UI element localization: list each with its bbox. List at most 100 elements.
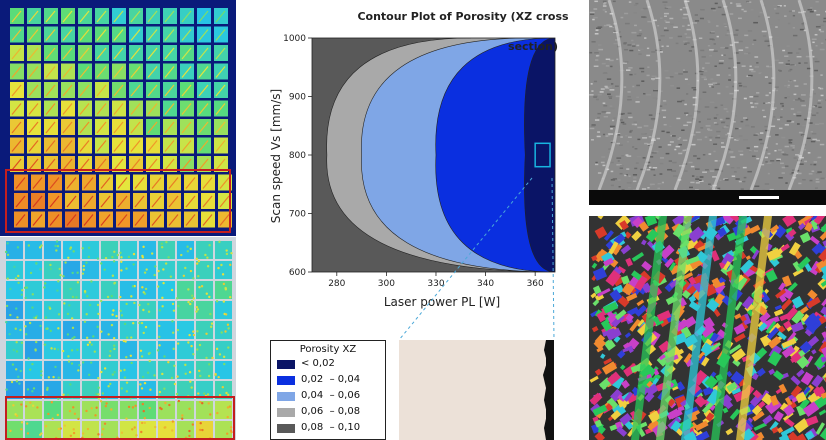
heatmap-cell <box>218 193 232 209</box>
heatmap-cell <box>6 261 23 280</box>
heatmap-cell <box>95 45 109 61</box>
heatmap-cell <box>112 8 126 24</box>
heatmap-cell <box>180 119 194 135</box>
heatmap-cell <box>120 260 137 279</box>
heatmap-cell <box>101 341 118 359</box>
heatmap-cell <box>24 321 42 339</box>
heatmap-cell <box>120 339 137 359</box>
heatmap-cell <box>78 26 92 43</box>
heatmap-cell <box>112 63 126 80</box>
heatmap-cell <box>197 156 211 172</box>
sem-scale-bar <box>739 196 779 199</box>
heatmap-cell <box>65 211 79 228</box>
heatmap-cell <box>63 360 81 379</box>
legend-label: 0,08 – 0,10 <box>301 422 361 433</box>
heatmap-cell <box>215 381 232 399</box>
heatmap-cell <box>44 26 58 43</box>
heatmap-cell <box>14 174 28 191</box>
heatmap-cell <box>139 241 156 259</box>
heatmap-cell <box>100 260 118 279</box>
heatmap-cell <box>177 421 195 439</box>
heatmap-cell <box>218 174 232 191</box>
heatmap-cell <box>197 45 211 61</box>
heatmap-cell <box>100 421 119 439</box>
heatmap-cell <box>44 82 58 98</box>
heatmap-cell <box>129 119 143 135</box>
y-tick-label: 700 <box>289 210 306 220</box>
heatmap-cell <box>27 45 41 61</box>
legend-item: 0,06 – 0,08 <box>277 406 383 419</box>
ebsd-orientation-map <box>589 216 826 440</box>
heatmap-cell <box>78 156 92 172</box>
legend-item: 0,02 – 0,04 <box>277 374 383 387</box>
heatmap-cell <box>44 156 58 172</box>
highlight-rectangle-bottom <box>5 396 235 440</box>
heatmap-cell <box>129 45 143 61</box>
heatmap-cell <box>78 45 92 61</box>
heatmap-cell <box>177 261 195 280</box>
heatmap-cell <box>82 211 96 228</box>
heatmap-cell <box>139 281 156 299</box>
heatmap-cell <box>129 26 143 43</box>
heatmap-cell <box>25 340 42 360</box>
heatmap-cell <box>176 281 196 300</box>
heatmap-cell <box>119 361 137 379</box>
heatmap-cell <box>146 119 160 135</box>
heatmap-cell <box>196 421 213 440</box>
heatmap-cell <box>95 26 109 43</box>
heatmap-cell <box>44 261 62 279</box>
heatmap-cell <box>201 174 215 191</box>
heatmap-cell <box>6 361 23 379</box>
heatmap-cell <box>195 259 213 279</box>
heatmap-cell <box>175 380 194 399</box>
heatmap-bottom-svg <box>0 237 236 440</box>
heatmap-cell <box>197 63 211 80</box>
legend-item: 0,08 – 0,10 <box>277 422 383 435</box>
legend-item: < 0,02 <box>277 358 383 371</box>
heatmap-cell <box>197 8 211 24</box>
heatmap-cell <box>101 241 120 260</box>
heatmap-cell <box>116 174 130 191</box>
heatmap-cell <box>197 26 211 43</box>
heatmap-cell <box>31 174 45 191</box>
heatmap-cell <box>10 100 24 117</box>
legend-swatch <box>277 360 295 369</box>
heatmap-cell <box>129 156 143 172</box>
heatmap-cell <box>214 8 228 24</box>
heatmap-cell <box>4 241 23 259</box>
contour-svg: 600 700 800 900 1000 280 300 330 340 360 Contour P… <box>269 10 569 309</box>
heatmap-cell <box>157 261 175 279</box>
legend-swatch <box>277 424 295 433</box>
heatmap-cell <box>119 241 137 259</box>
heatmap-cell <box>5 320 23 339</box>
heatmap-cell <box>197 119 211 135</box>
heatmap-cell <box>112 100 126 117</box>
heatmap-cell <box>133 193 147 209</box>
heatmap-cell <box>139 261 157 279</box>
heatmap-cell <box>201 211 215 228</box>
heatmap-cell <box>139 341 156 359</box>
y-tick-label: 1000 <box>283 34 306 44</box>
y-axis-label: Scan speed Vs [mm/s] <box>269 89 283 223</box>
heatmap-cell <box>167 211 181 228</box>
heatmap-cell <box>163 82 177 98</box>
heatmap-cell <box>82 401 99 419</box>
x-tick-label: 300 <box>378 279 395 289</box>
heatmap-cell <box>180 82 194 98</box>
heatmap-cell <box>139 359 156 379</box>
heatmap-cell <box>10 8 24 24</box>
heatmap-cell <box>61 26 75 43</box>
heatmap-cell <box>63 401 80 421</box>
heatmap-cell <box>146 156 160 172</box>
heatmap-cell <box>158 360 176 380</box>
heatmap-cell <box>177 399 194 420</box>
heatmap-cell <box>95 156 109 172</box>
heatmap-cell <box>27 26 41 43</box>
heatmap-cell <box>112 26 126 43</box>
heatmap-cell <box>95 8 109 24</box>
x-tick-label: 360 <box>527 279 544 289</box>
heatmap-cell <box>167 174 181 191</box>
heatmap-cell <box>218 211 232 228</box>
heatmap-cell <box>43 280 61 299</box>
heatmap-cell <box>61 119 75 135</box>
